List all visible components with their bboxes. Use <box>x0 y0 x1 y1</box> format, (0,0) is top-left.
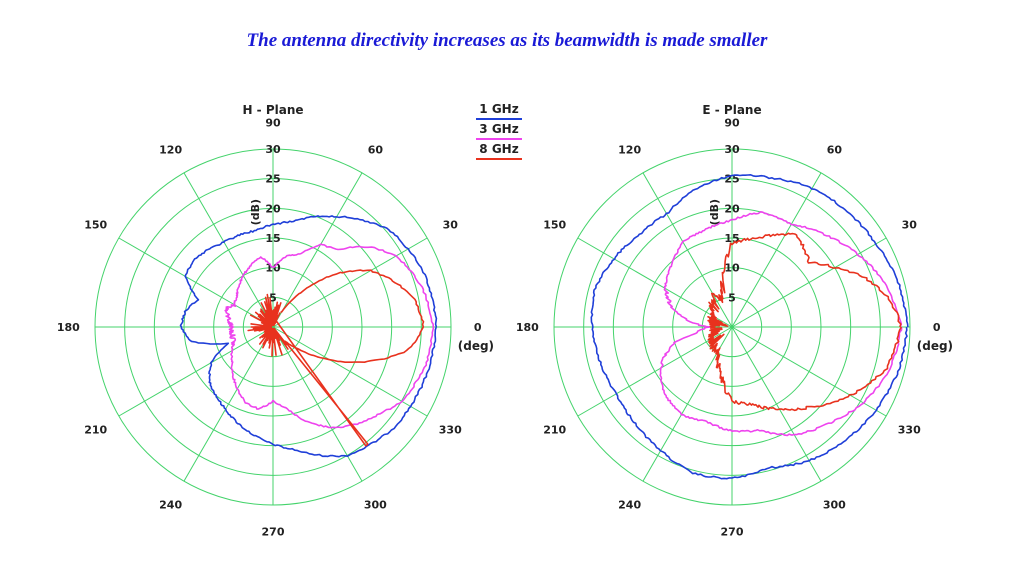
series-1-ghz-line <box>590 174 909 480</box>
radial-tick-label: 25 <box>265 173 280 186</box>
grid-spoke-330 <box>272 326 428 417</box>
series-8-ghz-line <box>247 269 425 447</box>
angle-tick-label: 210 <box>84 423 107 436</box>
series-1-ghz-line <box>179 215 438 458</box>
radial-tick-label: 15 <box>724 232 739 245</box>
grid-spoke-30 <box>731 237 887 328</box>
grid-spoke-300 <box>272 326 363 482</box>
angle-tick-label: 240 <box>618 498 641 511</box>
angle-tick-label: 0 <box>933 321 941 334</box>
grid-spoke-240 <box>183 326 274 482</box>
angle-tick-label: 60 <box>827 144 843 157</box>
grid-spoke-60 <box>731 172 822 328</box>
grid-spoke-210 <box>118 326 274 417</box>
radial-tick-label: 30 <box>724 143 740 156</box>
e-plane-chart: 0306090120150180210240270300330510152025… <box>516 103 953 539</box>
radial-tick-label: 10 <box>724 262 740 275</box>
angle-tick-label: 300 <box>823 498 846 511</box>
angle-tick-label: 240 <box>159 498 182 511</box>
angle-tick-label: 300 <box>364 498 387 511</box>
grid-spoke-150 <box>118 237 274 328</box>
angle-tick-label: 210 <box>543 423 566 436</box>
angular-unit-label: (deg) <box>917 339 953 353</box>
radial-tick-label: 15 <box>265 232 280 245</box>
radial-tick-label: 5 <box>728 291 736 304</box>
radial-unit-label: (dB) <box>708 199 721 225</box>
grid-spoke-60 <box>272 172 363 328</box>
angle-tick-label: 30 <box>902 219 918 232</box>
angle-tick-label: 180 <box>516 321 539 334</box>
grid-spoke-120 <box>642 172 733 328</box>
radial-tick-label: 20 <box>724 202 740 215</box>
angle-tick-label: 0 <box>474 321 482 334</box>
angle-tick-label: 330 <box>898 423 921 436</box>
legend: 1 GHz 3 GHz 8 GHz <box>476 102 522 160</box>
series-3-ghz-line <box>224 243 435 429</box>
page-headline: The antenna directivity increases as its… <box>246 30 768 51</box>
radial-tick-label: 5 <box>269 291 277 304</box>
legend-label: 1 GHz <box>479 102 518 116</box>
angle-tick-label: 90 <box>265 116 281 129</box>
angle-tick-label: 30 <box>443 219 459 232</box>
radial-tick-label: 10 <box>265 262 281 275</box>
angle-tick-label: 120 <box>618 144 641 157</box>
angle-tick-label: 60 <box>368 144 384 157</box>
angle-tick-label: 120 <box>159 144 182 157</box>
grid-spoke-330 <box>731 326 887 417</box>
angle-tick-label: 90 <box>724 116 740 129</box>
angle-tick-label: 150 <box>84 219 107 232</box>
radial-tick-label: 30 <box>265 143 281 156</box>
legend-label: 8 GHz <box>479 142 518 156</box>
angle-tick-label: 180 <box>57 321 80 334</box>
angular-unit-label: (deg) <box>458 339 494 353</box>
chart-title: H - Plane <box>242 103 303 117</box>
angle-tick-label: 270 <box>721 526 744 539</box>
legend-label: 3 GHz <box>479 122 518 136</box>
h-plane-chart: 0 30 60 90 120 150 180 210 240 270 300 330 5 10 15 20 25… <box>57 103 494 539</box>
chart-title: E - Plane <box>702 103 761 117</box>
radial-unit-label: (dB) <box>249 199 262 225</box>
grid-spoke-120 <box>183 172 274 328</box>
angle-tick-label: 150 <box>543 219 566 232</box>
grid-spoke-300 <box>731 326 822 482</box>
grid-spoke-210 <box>577 326 733 417</box>
angle-tick-label: 270 <box>262 526 285 539</box>
series-8-ghz-line <box>707 232 903 412</box>
angle-tick-label: 330 <box>439 423 462 436</box>
radial-tick-label: 20 <box>265 202 281 215</box>
grid-spoke-30 <box>272 237 428 328</box>
grid-spoke-150 <box>577 237 733 328</box>
